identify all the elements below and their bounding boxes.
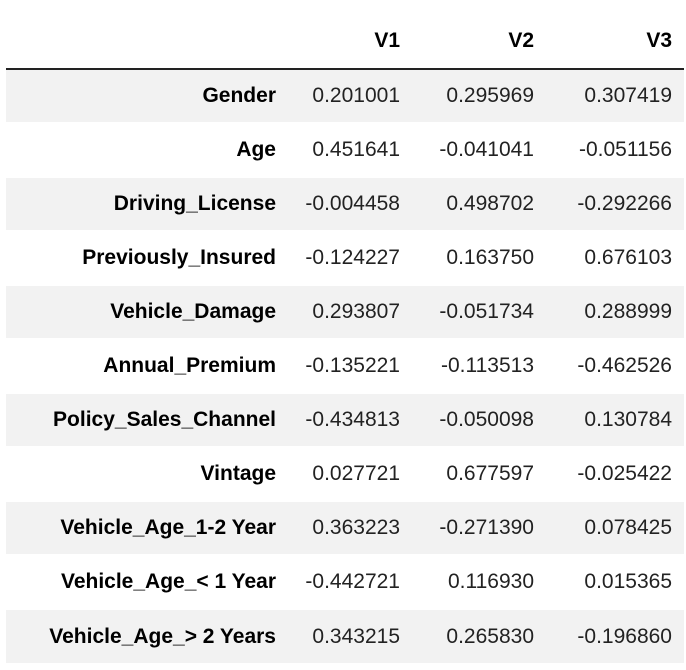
- cell-v2: 0.498702: [412, 176, 546, 231]
- table-row: Driving_License -0.004458 0.498702 -0.29226…: [6, 176, 684, 231]
- cell-v1: -0.442721: [278, 554, 412, 609]
- row-label: Gender: [202, 84, 276, 107]
- cell-v2: -0.051734: [412, 284, 546, 339]
- cell-v2: -0.113513: [412, 338, 546, 393]
- table-row: Previously_Insured -0.124227 0.163750 0.676…: [6, 230, 684, 285]
- cell-v1: -0.004458: [278, 176, 412, 231]
- cell-v3: 0.130784: [546, 392, 684, 447]
- cell-v3: 0.288999: [546, 284, 684, 339]
- column-header-v1: V1: [278, 14, 412, 70]
- cell-v1: 0.201001: [312, 84, 400, 107]
- index-header: [6, 14, 278, 70]
- row-label: Driving_License: [6, 176, 278, 231]
- cell-v3: 0.015365: [546, 554, 684, 609]
- cell-v2: -0.271390: [412, 500, 546, 555]
- cell-v2: 0.295969: [446, 84, 534, 107]
- cell-v3: -0.025422: [546, 446, 684, 501]
- cell-v1: -0.124227: [278, 230, 412, 285]
- row-label: Vehicle_Age_< 1 Year: [6, 554, 278, 609]
- cell-v1: 0.451641: [278, 122, 412, 177]
- table-row: Policy_Sales_Channel -0.434813 -0.050098 0.…: [6, 392, 684, 447]
- cell-v1: -0.434813: [278, 392, 412, 447]
- cell-v1: 0.343215: [278, 608, 412, 663]
- table-row: Vehicle_Age_< 1 Year -0.442721 0.116930 0.0…: [6, 554, 684, 609]
- table-row: Vehicle_Age_1-2 Year 0.363223 -0.271390 0.0…: [6, 500, 684, 555]
- row-label: Vehicle_Damage: [6, 284, 278, 339]
- table-row: Vintage 0.027721 0.677597 -0.025422: [6, 446, 684, 501]
- cell-v1: 0.027721: [278, 446, 412, 501]
- row-label: Previously_Insured: [6, 230, 278, 285]
- table-body: Gender 0.201001 0.295969 0.307419 Age 0.45164…: [6, 69, 684, 663]
- row-label: Vintage: [6, 446, 278, 501]
- cell-v2: 0.677597: [412, 446, 546, 501]
- row-label: Policy_Sales_Channel: [6, 392, 278, 447]
- row-label: Annual_Premium: [6, 338, 278, 393]
- cell-v3: -0.051156: [546, 122, 684, 177]
- dataframe-table: V1 V2 V3 Gender 0.201001 0.295969 0.307419 A…: [6, 14, 684, 663]
- column-header-v2: V2: [412, 14, 546, 70]
- cell-v3: 0.078425: [546, 500, 684, 555]
- cell-v3: -0.462526: [546, 338, 684, 393]
- table-row: Age 0.451641 -0.041041 -0.051156: [6, 122, 684, 177]
- table-row: Vehicle_Damage 0.293807 -0.051734 0.288999: [6, 284, 684, 339]
- row-label: Age: [6, 122, 278, 177]
- row-label: Vehicle_Age_1-2 Year: [6, 500, 278, 555]
- table-header: V1 V2 V3: [6, 14, 684, 70]
- table-row: Annual_Premium -0.135221 -0.113513 -0.46252…: [6, 338, 684, 393]
- cell-v2: 0.163750: [412, 230, 546, 285]
- cell-v1: -0.135221: [278, 338, 412, 393]
- cell-v2: -0.050098: [412, 392, 546, 447]
- cell-v2: 0.116930: [412, 554, 546, 609]
- cell-v3: 0.676103: [546, 230, 684, 285]
- cell-v3: 0.307419: [584, 84, 672, 107]
- cell-v3: -0.196860: [546, 608, 684, 663]
- cell-v1: 0.293807: [278, 284, 412, 339]
- table-row: Vehicle_Age_> 2 Years 0.343215 0.265830 -0.…: [6, 608, 684, 663]
- row-label: Vehicle_Age_> 2 Years: [6, 608, 278, 663]
- cell-v3: -0.292266: [546, 176, 684, 231]
- header-row: V1 V2 V3: [6, 14, 684, 70]
- cell-v1: 0.363223: [278, 500, 412, 555]
- cell-v2: 0.265830: [412, 608, 546, 663]
- column-header-v3: V3: [546, 14, 684, 70]
- table-row: Gender 0.201001 0.295969 0.307419: [6, 69, 684, 123]
- cell-v2: -0.041041: [412, 122, 546, 177]
